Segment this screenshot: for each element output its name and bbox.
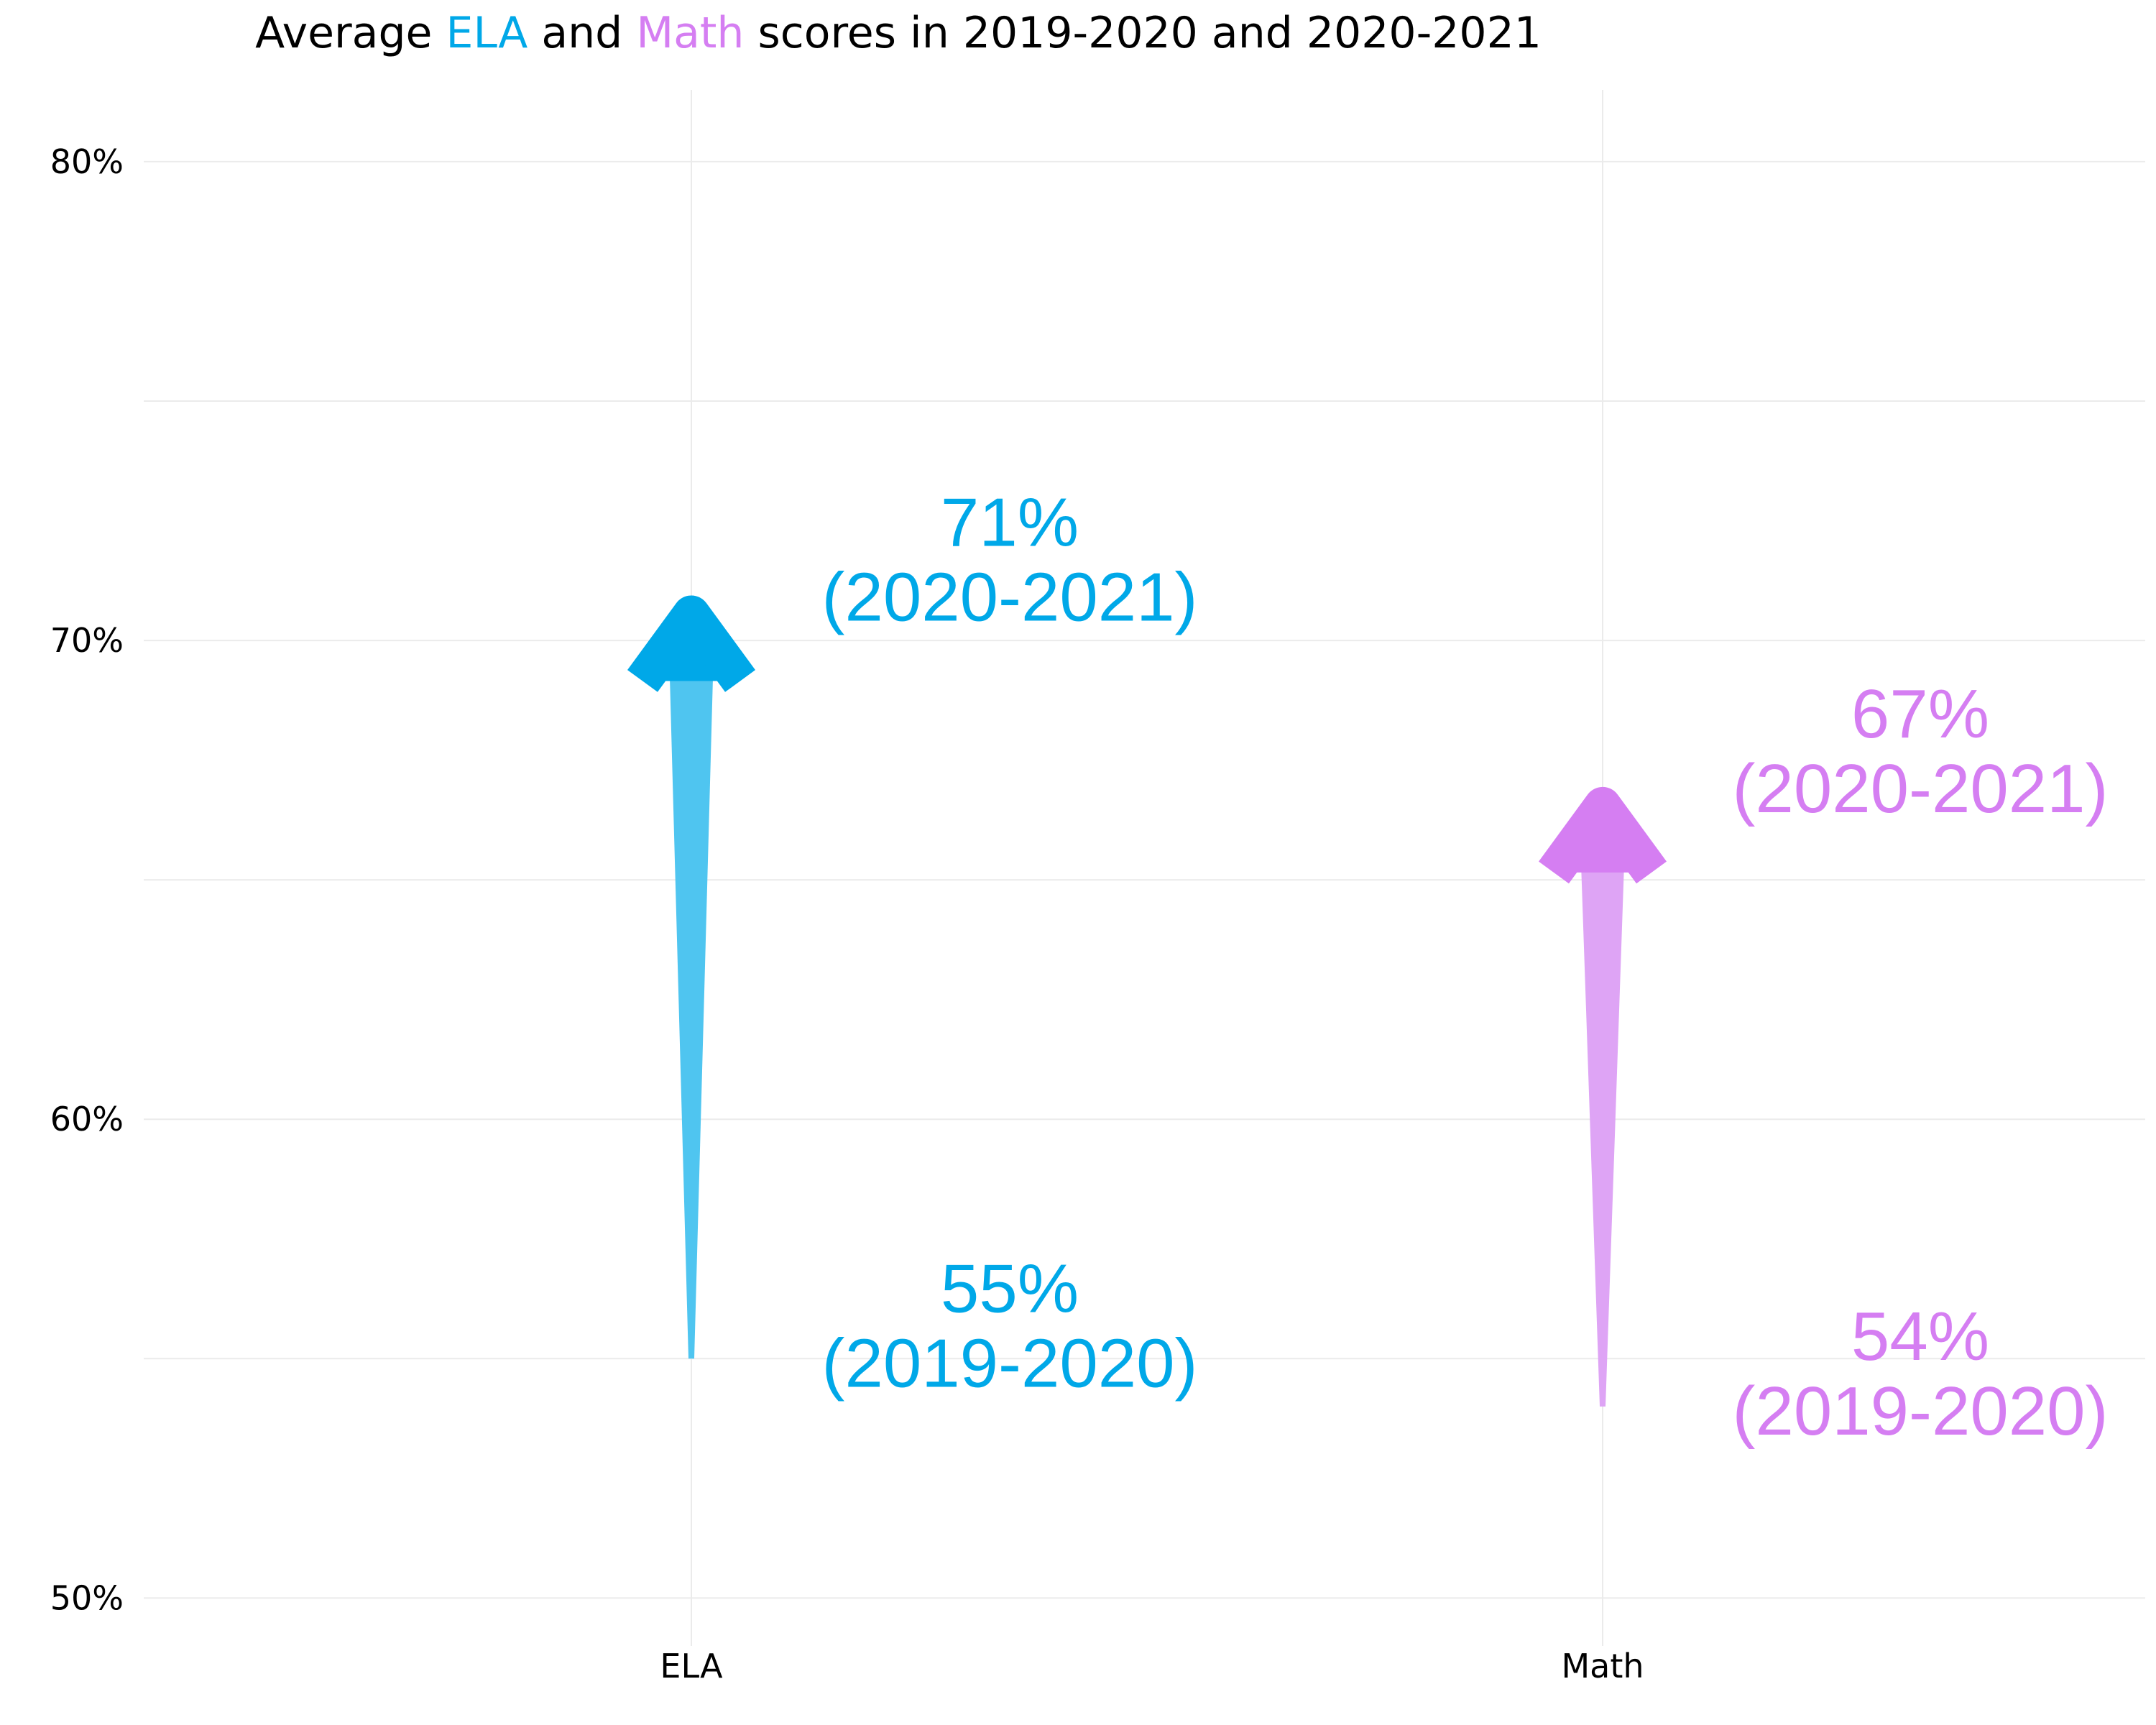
y-tick-label: 50% xyxy=(50,1578,124,1617)
arrow-ela xyxy=(627,595,755,1359)
arrow-math xyxy=(1539,786,1667,1407)
title-part-4: scores in 2019-2020 and 2020-2021 xyxy=(744,8,1542,58)
data-labels: 71%(2020-2021)55%(2019-2020)67%(2020-202… xyxy=(821,484,2108,1449)
arrows xyxy=(627,595,1667,1407)
arrow-shaft xyxy=(1580,818,1625,1407)
y-tick-label: 70% xyxy=(50,621,124,660)
data-label-start-period: (2019-2020) xyxy=(821,1325,1197,1402)
data-label-end-period: (2020-2021) xyxy=(1732,750,2108,827)
data-label-start-value: 54% xyxy=(1851,1298,1989,1375)
data-label-end-value: 71% xyxy=(941,484,1079,561)
arrow-head xyxy=(627,595,755,692)
title-part-2: and xyxy=(528,8,636,58)
x-axis: ELA Math xyxy=(660,1647,1644,1685)
title-part-0: Average xyxy=(255,8,446,58)
y-axis: 50% 60% 70% 80% xyxy=(50,142,124,1617)
data-label-end-value: 67% xyxy=(1851,676,1989,753)
chart-title: Average ELA and Math scores in 2019-2020… xyxy=(255,8,1542,58)
title-part-3: Math xyxy=(636,8,744,58)
title-part-1: ELA xyxy=(446,8,528,58)
x-tick-label: ELA xyxy=(660,1647,723,1685)
data-label-start-period: (2019-2020) xyxy=(1732,1373,2108,1450)
y-tick-label: 60% xyxy=(50,1100,124,1138)
arrow-shaft xyxy=(669,627,714,1359)
data-label-end-period: (2020-2021) xyxy=(821,558,1197,635)
y-tick-label: 80% xyxy=(50,142,124,181)
x-tick-label: Math xyxy=(1561,1647,1644,1685)
arrow-head xyxy=(1539,786,1667,884)
data-label-start-value: 55% xyxy=(941,1250,1079,1327)
